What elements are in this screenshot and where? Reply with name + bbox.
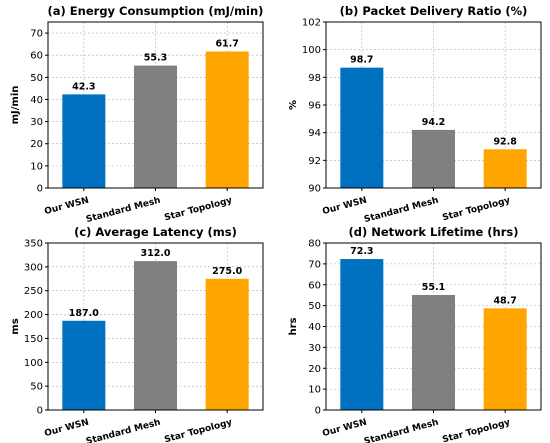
- x-tick-label: Standard Mesh: [85, 418, 162, 443]
- x-tick-label: Our WSN: [321, 418, 368, 439]
- data-label: 55.1: [422, 282, 445, 293]
- data-label: 61.7: [215, 38, 238, 49]
- data-label: 275.0: [212, 266, 242, 277]
- y-tick-label: 100: [24, 358, 43, 369]
- y-tick-label: 250: [24, 286, 43, 297]
- bar: [483, 149, 527, 188]
- bar: [62, 94, 106, 188]
- y-tick-label: 50: [308, 301, 321, 312]
- y-tick-label: 102: [302, 18, 321, 29]
- chart-panel-2: 98.7 94.2 92.8 90 92 94 96 98 100 102 Our WSNStand…: [288, 4, 542, 225]
- y-tick-label: 70: [308, 259, 321, 270]
- y-tick-label: 10: [308, 385, 321, 396]
- bar: [134, 261, 177, 410]
- data-label: 94.2: [422, 117, 445, 128]
- y-tick-label: 200: [24, 310, 43, 321]
- data-label: 72.3: [350, 246, 373, 257]
- y-tick-label: 50: [30, 382, 43, 393]
- bar: [412, 294, 455, 410]
- x-tick-label: Our WSN: [43, 418, 90, 439]
- y-tick-label: 40: [308, 322, 321, 333]
- y-tick-label: 100: [302, 45, 321, 56]
- y-tick-label: 60: [308, 280, 321, 291]
- y-tick-label: 80: [308, 239, 321, 250]
- y-tick-label: 40: [30, 95, 43, 106]
- x-tick-label: Star Topology: [163, 196, 233, 224]
- chart-panel-4: 72.3 55.1 48.7 0 10 20 30 40 50 60 70 80 Our WSNStan…: [288, 225, 542, 443]
- bar: [62, 320, 106, 410]
- y-axis-label: hrs: [288, 317, 299, 335]
- x-tick-label: Standard Mesh: [85, 196, 162, 225]
- data-label: 98.7: [350, 55, 373, 66]
- chart-panel-1: 42.3 55.3 61.7 0 10 20 30 40 50 60 70 Our WSNStanda…: [10, 4, 264, 225]
- y-tick-label: 350: [24, 239, 43, 250]
- y-tick-label: 70: [30, 29, 43, 40]
- y-tick-label: 92: [308, 156, 321, 167]
- y-tick-label: 98: [308, 73, 321, 84]
- y-tick-label: 94: [308, 128, 321, 139]
- bar: [340, 67, 384, 188]
- y-tick-label: 30: [30, 117, 43, 128]
- y-axis-label: mJ/min: [10, 86, 21, 125]
- bar: [483, 308, 527, 410]
- bar: [412, 129, 455, 188]
- x-tick-label: Star Topology: [163, 418, 233, 443]
- y-tick-label: 90: [308, 184, 321, 195]
- y-tick-label: 0: [37, 406, 43, 417]
- bar: [205, 278, 249, 410]
- data-label: 92.8: [493, 136, 517, 147]
- chart-title: (c) Average Latency (ms): [74, 225, 237, 239]
- y-tick-label: 96: [308, 101, 321, 112]
- y-tick-label: 60: [30, 51, 43, 62]
- data-label: 42.3: [72, 81, 95, 92]
- x-tick-label: Star Topology: [441, 418, 511, 443]
- y-tick-label: 30: [308, 343, 321, 354]
- chart-title: (a) Energy Consumption (mJ/min): [48, 4, 264, 18]
- x-tick-label: Standard Mesh: [363, 418, 440, 443]
- chart-title: (d) Network Lifetime (hrs): [348, 225, 518, 239]
- y-tick-label: 10: [30, 161, 43, 172]
- chart-panel-3: 187.0 312.0 275.0 0 50 100 150 200 250 300 350 Our …: [10, 225, 264, 443]
- data-label: 55.3: [144, 53, 167, 64]
- data-label: 187.0: [69, 308, 99, 319]
- data-label: 312.0: [140, 248, 170, 259]
- x-tick-label: Our WSN: [321, 196, 368, 217]
- data-label: 48.7: [493, 295, 516, 306]
- x-tick-label: Star Topology: [441, 196, 511, 224]
- bar: [340, 259, 384, 410]
- x-tick-label: Our WSN: [43, 196, 90, 217]
- y-tick-label: 0: [37, 184, 43, 195]
- y-tick-label: 20: [30, 139, 43, 150]
- y-tick-label: 150: [24, 334, 43, 345]
- y-tick-label: 0: [315, 406, 321, 417]
- y-tick-label: 300: [24, 262, 43, 273]
- chart-title: (b) Packet Delivery Ratio (%): [340, 4, 528, 18]
- y-tick-label: 20: [308, 364, 321, 375]
- bar: [134, 65, 177, 188]
- y-axis-label: %: [288, 100, 299, 110]
- y-tick-label: 50: [30, 73, 43, 84]
- y-axis-label: ms: [10, 318, 21, 334]
- x-tick-label: Standard Mesh: [363, 196, 440, 225]
- bar: [205, 51, 249, 188]
